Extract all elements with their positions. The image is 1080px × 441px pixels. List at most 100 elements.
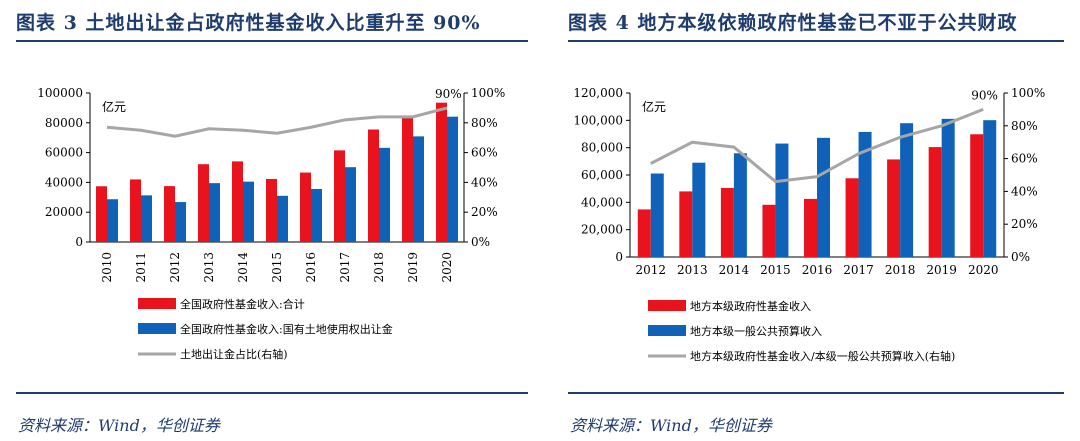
right-legend-label-2: 地方本级政府性基金收入/本级一般公共预算收入(右轴) xyxy=(690,349,955,363)
right-bar-red-2012 xyxy=(637,209,651,257)
left-right-tick-label: 80% xyxy=(471,116,498,130)
left-x-label-2012: 2012 xyxy=(168,252,182,283)
right-left-tick-label: 20,000 xyxy=(581,223,623,237)
left-bar-blue-2013 xyxy=(209,183,220,242)
right-bar-red-2020 xyxy=(970,134,984,257)
left-x-label-2017: 2017 xyxy=(338,252,352,283)
right-x-label-2018: 2018 xyxy=(885,263,916,277)
left-left-tick-label: 80000 xyxy=(45,116,83,130)
left-x-label-2019: 2019 xyxy=(406,252,420,283)
left-bar-red-2011 xyxy=(130,179,141,242)
left-right-tick-label: 0% xyxy=(471,235,490,249)
right-chart: 0 20,000 40,000 60,000 80,000 100,000 120,000 0… xyxy=(573,86,1045,363)
right-x-label-2017: 2017 xyxy=(843,263,874,277)
left-bar-blue-2010 xyxy=(107,199,118,242)
right-x-label-2012: 2012 xyxy=(636,263,667,277)
left-bar-blue-2017 xyxy=(345,167,356,242)
left-bottom-rule xyxy=(16,392,528,394)
left-bar-blue-2015 xyxy=(277,195,288,242)
right-bar-blue-2020 xyxy=(983,120,997,258)
right-title-rule xyxy=(568,40,1064,42)
left-ratio-line xyxy=(106,106,448,138)
right-right-tick-label: 100% xyxy=(1011,86,1045,100)
left-chart: 0 20000 40000 60000 80000 100000 0% 20% 40% 60% 80… xyxy=(37,86,505,361)
right-x-label-2019: 2019 xyxy=(926,263,957,277)
right-legend-swatch-0 xyxy=(648,300,686,311)
left-x-label-2015: 2015 xyxy=(270,252,284,283)
right-bottom-rule xyxy=(568,392,1064,394)
right-x-label-2020: 2020 xyxy=(968,263,999,277)
left-right-tick-label: 40% xyxy=(471,175,498,189)
left-bar-red-2010 xyxy=(96,186,107,242)
right-left-tick-label: 120,000 xyxy=(573,86,623,100)
left-bar-red-2020 xyxy=(436,102,447,242)
right-left-tick-label: 40,000 xyxy=(581,195,623,209)
right-bar-red-2013 xyxy=(679,191,693,257)
left-bar-red-2017 xyxy=(334,150,345,242)
left-left-tick-label: 100000 xyxy=(37,86,83,100)
right-x-label-2016: 2016 xyxy=(802,263,833,277)
left-legend-label-2: 土地出让金占比(右轴) xyxy=(180,347,288,361)
left-bar-blue-2018 xyxy=(379,147,390,242)
right-right-tick-label: 20% xyxy=(1011,217,1038,231)
right-ratio-line xyxy=(650,108,984,184)
right-chart-title: 图表 4 地方本级依赖政府性基金已不亚于公共财政 xyxy=(568,12,1018,34)
left-bar-blue-2019 xyxy=(413,136,424,242)
left-annotation-90: 90% xyxy=(435,87,462,101)
left-legend-label-0: 全国政府性基金收入:合计 xyxy=(180,297,305,311)
left-right-tick-label: 20% xyxy=(471,205,498,219)
right-right-tick-label: 40% xyxy=(1011,184,1038,198)
right-left-tick-label: 80,000 xyxy=(581,141,623,155)
right-bar-blue-2012 xyxy=(650,173,664,257)
right-bar-blue-2014 xyxy=(733,153,747,257)
left-bar-red-2016 xyxy=(300,172,311,242)
left-bar-red-2012 xyxy=(164,186,175,242)
right-right-tick-label: 80% xyxy=(1011,119,1038,133)
left-x-label-2011: 2011 xyxy=(134,252,148,283)
right-bar-blue-2019 xyxy=(941,118,955,257)
left-legend-swatch-1 xyxy=(138,323,176,334)
right-x-label-2013: 2013 xyxy=(677,263,708,277)
right-bar-blue-2017 xyxy=(858,131,872,257)
right-right-tick-label: 60% xyxy=(1011,152,1038,166)
left-source-note: 资料来源：Wind，华创证券 xyxy=(18,416,220,435)
right-x-label-2014: 2014 xyxy=(719,263,750,277)
right-bar-red-2014 xyxy=(720,187,734,257)
right-bar-red-2019 xyxy=(928,147,942,257)
right-panel: 图表 4 地方本级依赖政府性基金已不亚于公共财政 0 20,000 40,000 60… xyxy=(552,0,1080,441)
right-left-tick-label: 0 xyxy=(615,250,623,264)
right-bar-red-2016 xyxy=(804,198,817,257)
left-bar-red-2014 xyxy=(232,161,243,242)
right-legend-label-1: 地方本级一般公共预算收入 xyxy=(690,324,822,338)
right-bar-blue-2015 xyxy=(775,143,789,257)
right-bar-blue-2018 xyxy=(900,123,914,257)
left-bar-blue-2020 xyxy=(447,116,458,242)
left-left-tick-label: 60000 xyxy=(45,146,83,160)
right-bar-blue-2013 xyxy=(692,162,706,257)
left-x-label-2020: 2020 xyxy=(440,252,454,283)
left-x-label-2014: 2014 xyxy=(236,252,250,283)
left-bar-red-2019 xyxy=(402,116,413,242)
right-bar-red-2018 xyxy=(887,159,901,257)
left-right-tick-label: 100% xyxy=(471,86,505,100)
right-bar-red-2015 xyxy=(762,204,776,257)
right-legend-label-0: 地方本级政府性基金收入 xyxy=(690,299,811,313)
right-right-tick-label: 0% xyxy=(1011,250,1030,264)
left-bar-blue-2011 xyxy=(141,195,152,242)
right-unit-label: 亿元 xyxy=(642,99,666,114)
left-left-tick-label: 20000 xyxy=(45,205,83,219)
right-source-note: 资料来源：Wind，华创证券 xyxy=(570,416,772,435)
left-unit-label: 亿元 xyxy=(102,99,126,114)
right-bar-blue-2016 xyxy=(817,137,830,257)
right-annotation-90: 90% xyxy=(971,88,998,102)
left-x-label-2016: 2016 xyxy=(304,252,318,283)
left-panel: 图表 3 土地出让金占政府性基金收入比重升至 90% 0 20000 40000 60… xyxy=(0,0,528,441)
left-bar-blue-2014 xyxy=(243,181,254,242)
left-legend-label-1: 全国政府性基金收入:国有土地使用权出让金 xyxy=(180,322,393,336)
left-x-label-2018: 2018 xyxy=(372,252,386,283)
right-legend-swatch-1 xyxy=(648,325,686,336)
left-right-tick-label: 60% xyxy=(471,146,498,160)
left-chart-title: 图表 3 土地出让金占政府性基金收入比重升至 90% xyxy=(16,12,481,34)
left-left-tick-label: 40000 xyxy=(45,175,83,189)
left-bar-blue-2016 xyxy=(311,188,322,242)
